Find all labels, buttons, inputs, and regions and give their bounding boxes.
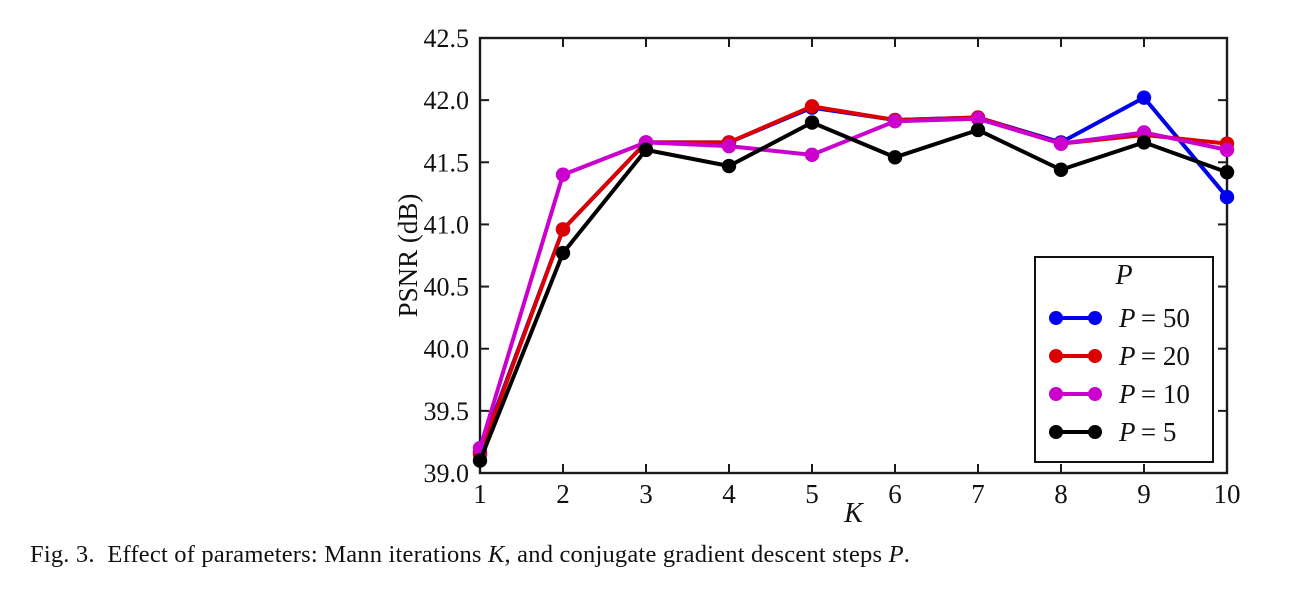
- x-tick-label: 3: [639, 479, 653, 509]
- y-axis-label: PSNR (dB): [393, 194, 423, 318]
- data-point: [804, 99, 820, 114]
- caption-text: .: [903, 541, 911, 568]
- series-line: [478, 120, 1229, 463]
- legend-marker-dot: [1049, 311, 1063, 325]
- data-point: [1136, 125, 1152, 140]
- legend-title: P: [1114, 260, 1132, 291]
- psnr-line-chart: 39.0 39.5 40.0 40.5 41.0 41.5 42.0 42.5 1 2 3 4 5 6 7 8…: [393, 24, 1241, 529]
- legend-entry: P = 20: [1049, 341, 1190, 371]
- y-tick-label: 42.0: [424, 86, 470, 115]
- data-point: [721, 138, 737, 154]
- data-point: [555, 245, 571, 261]
- legend-entry-label: P = 5: [1118, 417, 1176, 447]
- x-tick-label: 10: [1214, 479, 1241, 509]
- data-point: [1136, 135, 1152, 150]
- legend-marker-dot: [1088, 425, 1102, 439]
- data-point: [804, 147, 820, 163]
- data-point: [1053, 136, 1069, 151]
- data-point: [555, 167, 571, 182]
- data-point: [887, 150, 903, 165]
- x-tick-label: 2: [556, 479, 570, 509]
- y-tick-label: 39.0: [424, 459, 470, 488]
- legend-entry: P = 10: [1049, 379, 1190, 409]
- legend: P P = 50 P = 20 P = 10 P = 5: [1034, 256, 1214, 463]
- legend-marker-dot: [1049, 349, 1063, 363]
- y-tick-label: 40.0: [424, 335, 470, 364]
- data-point: [638, 142, 654, 158]
- legend-box: [1034, 256, 1214, 463]
- data-point: [472, 453, 488, 468]
- caption-math-var: P: [888, 541, 904, 568]
- y-tick-label: 41.5: [424, 148, 470, 177]
- figure-caption: Fig. 3. Effect of parameters: Mann itera…: [30, 541, 910, 569]
- plot-frame: [478, 36, 1229, 475]
- data-point: [1136, 90, 1152, 105]
- legend-entry-label: P = 50: [1118, 303, 1190, 333]
- x-tick-label: 5: [805, 479, 819, 509]
- y-tick-label: 40.5: [424, 273, 470, 302]
- data-point: [1219, 165, 1235, 180]
- x-tick-label: 1: [473, 479, 487, 509]
- series-P=5: [472, 115, 1235, 468]
- data-point: [555, 222, 571, 237]
- data-point: [887, 114, 903, 129]
- legend-marker-dot: [1088, 387, 1102, 401]
- legend-entry-label: P = 20: [1118, 341, 1190, 371]
- legend-marker-dot: [1049, 387, 1063, 401]
- y-tick-label: 41.0: [424, 210, 470, 239]
- legend-entry-label: P = 10: [1118, 379, 1190, 409]
- data-point: [1053, 162, 1069, 177]
- legend-marker-dot: [1088, 349, 1102, 363]
- x-tick-label: 7: [971, 479, 985, 509]
- x-tick-label: 4: [722, 479, 736, 509]
- x-tick-label: 9: [1137, 479, 1151, 509]
- x-axis-label: K: [843, 498, 864, 529]
- data-point: [1219, 189, 1235, 205]
- data-point: [721, 158, 737, 174]
- legend-marker-dot: [1088, 311, 1102, 325]
- axis-ticks: 39.0 39.5 40.0 40.5 41.0 41.5 42.0 42.5 1 2 3 4 5 6 7 8…: [424, 24, 1241, 509]
- y-tick-label: 42.5: [424, 24, 470, 53]
- caption-text: , and conjugate gradient descent steps: [504, 541, 889, 568]
- y-tick-label: 39.5: [424, 397, 470, 426]
- data-point: [1219, 142, 1235, 158]
- caption-math-var: K: [487, 541, 505, 568]
- legend-entry: P = 50: [1049, 303, 1190, 333]
- caption-text: Fig. 3. Effect of parameters: Mann itera…: [30, 541, 488, 568]
- legend-entry: P = 5: [1049, 417, 1176, 447]
- x-tick-label: 8: [1054, 479, 1068, 509]
- data-point: [970, 122, 986, 138]
- x-tick-label: 6: [888, 479, 902, 509]
- data-point: [970, 111, 986, 126]
- data-point: [804, 115, 820, 130]
- legend-marker-dot: [1049, 425, 1063, 439]
